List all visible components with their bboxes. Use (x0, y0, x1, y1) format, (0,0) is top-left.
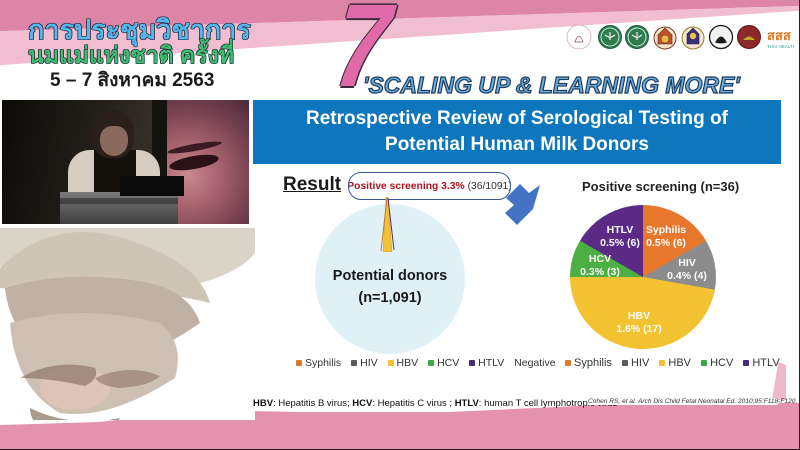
svg-text:สสส: สสส (767, 28, 791, 43)
svg-text:THAI HEALTH: THAI HEALTH (767, 44, 795, 49)
